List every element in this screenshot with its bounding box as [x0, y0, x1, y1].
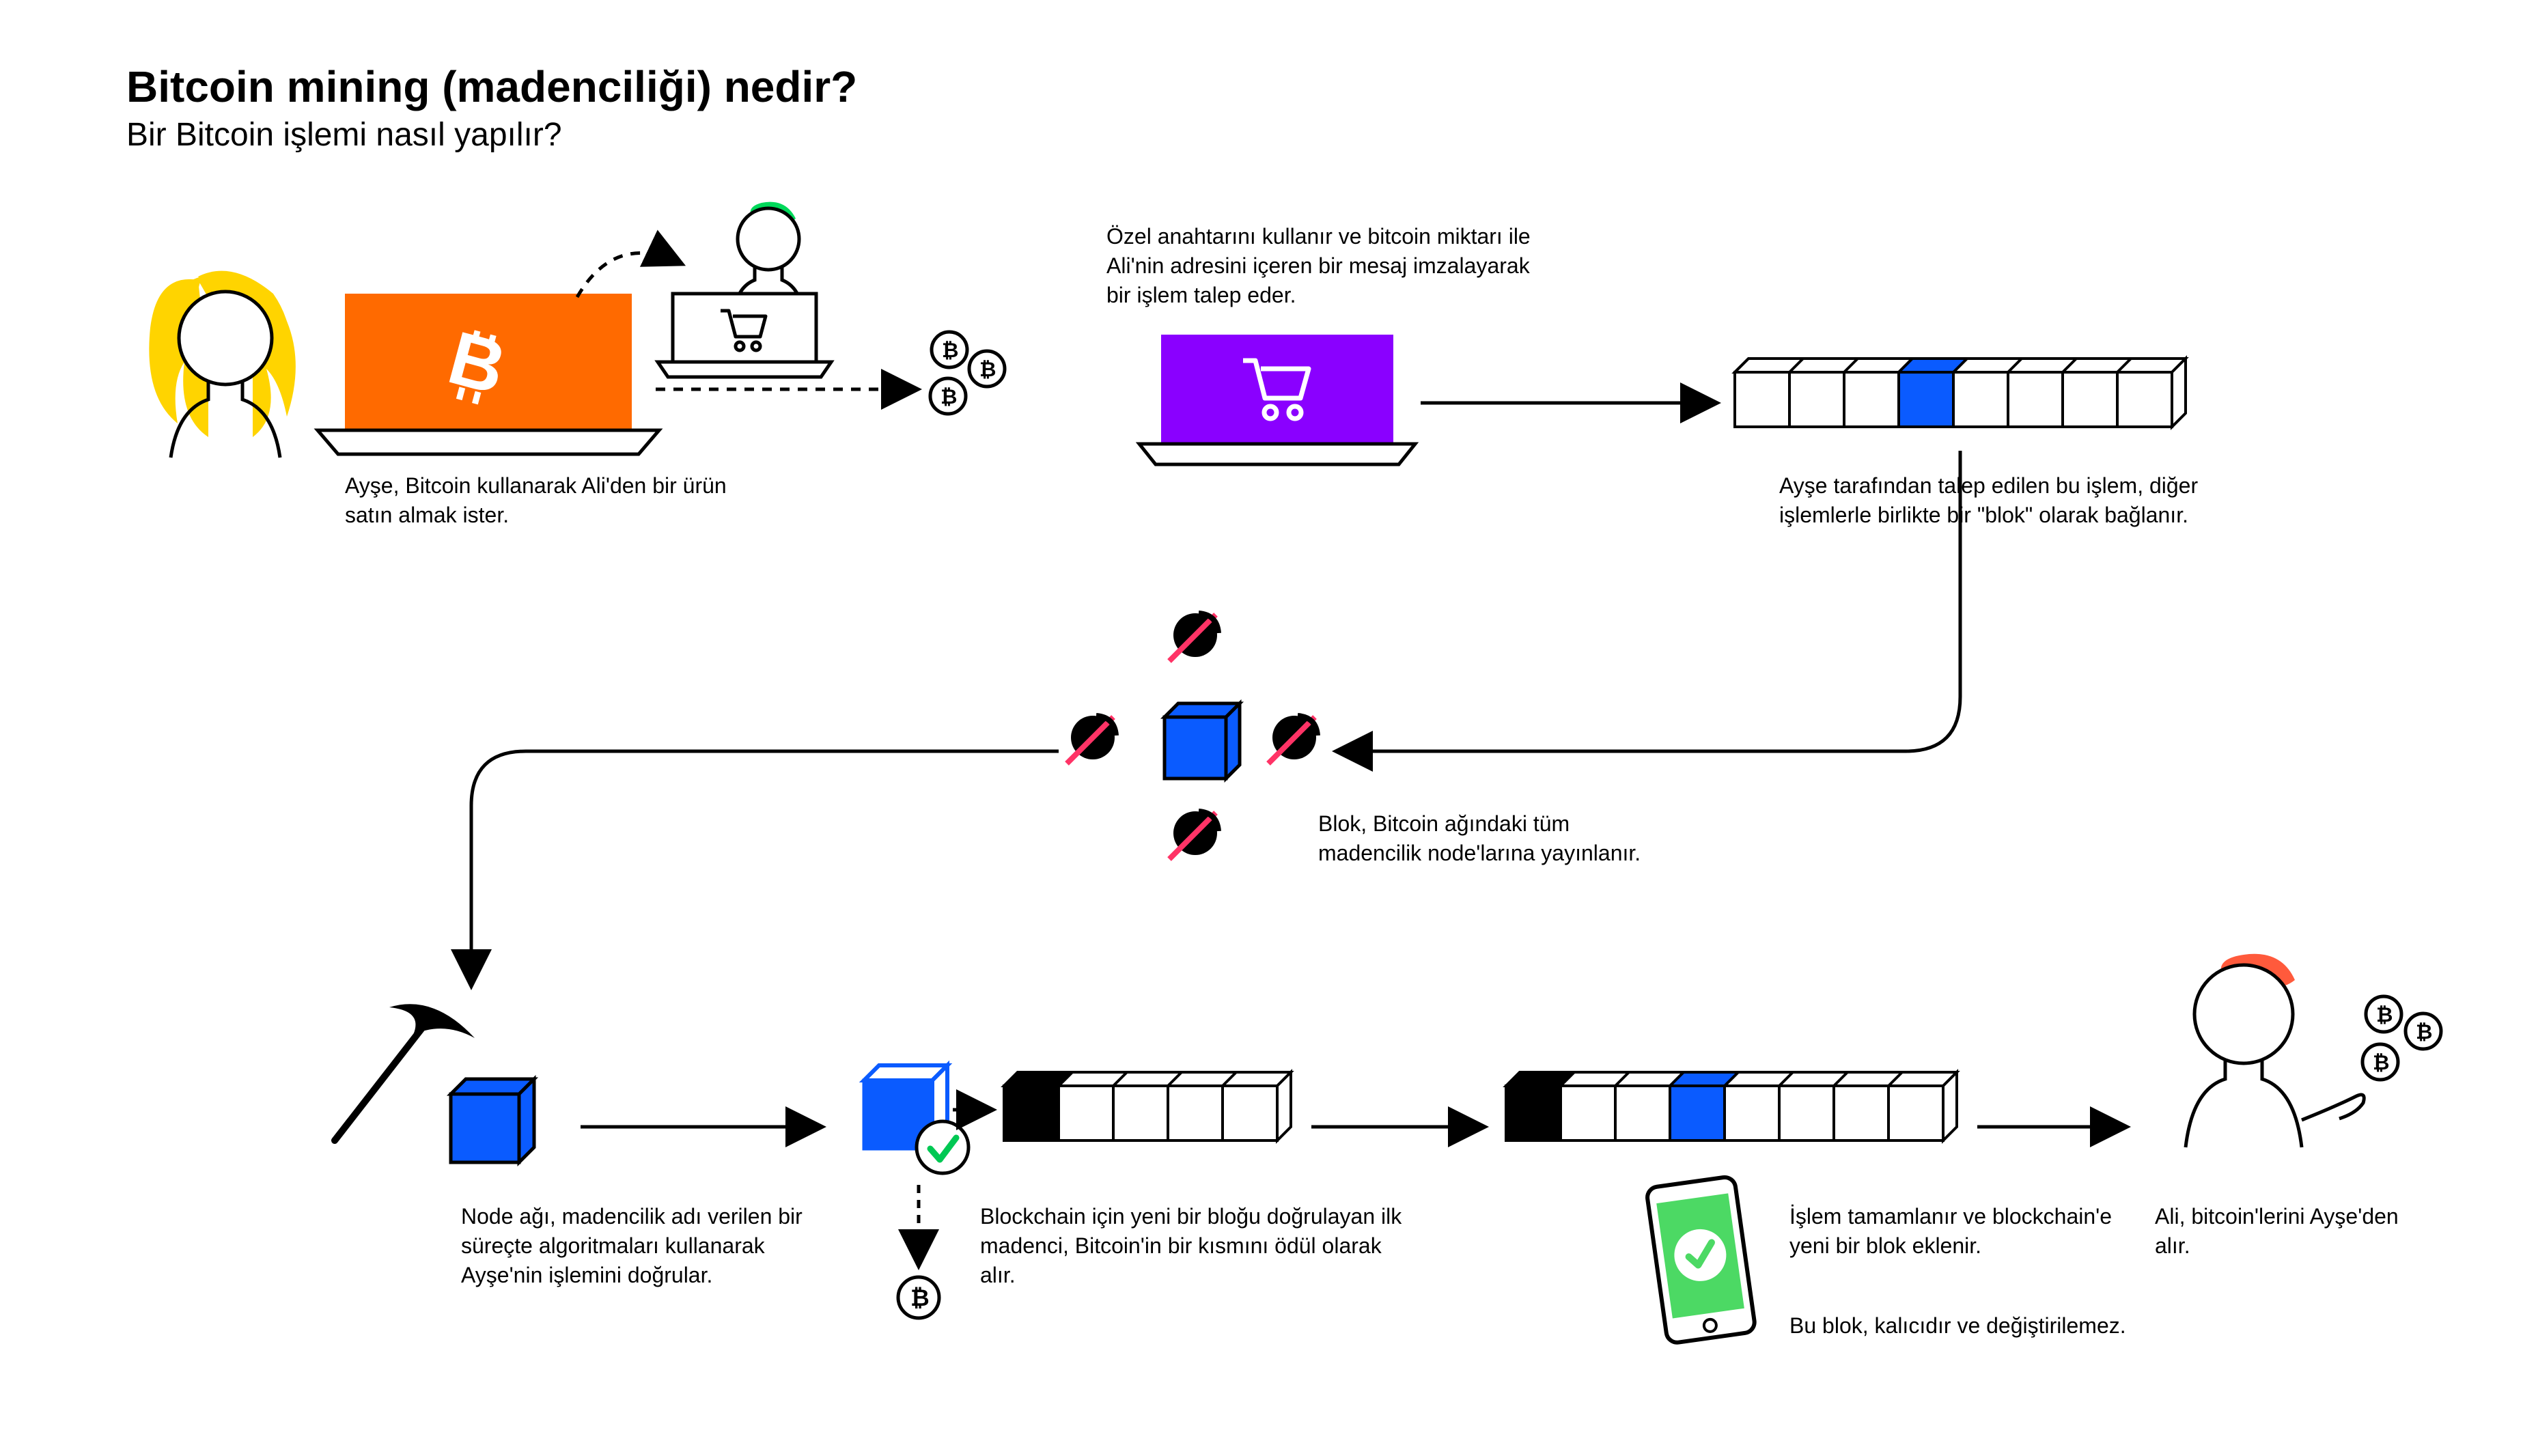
- arrow-step3-long: [1339, 451, 1960, 751]
- ali-big-icon: [2186, 954, 2364, 1147]
- check-circle-icon: [917, 1121, 968, 1173]
- miner-cluster-icon: [1067, 613, 1318, 859]
- laptop-orange-icon: B: [318, 294, 659, 454]
- svg-text:₿: ₿: [2376, 1004, 2393, 1026]
- arrow-to-ali-small: [577, 253, 680, 297]
- svg-text:₿: ₿: [940, 386, 957, 408]
- laptop-small-icon: [658, 294, 831, 377]
- arrow-step4-long: [471, 751, 1059, 983]
- bitcoin-cluster-2: ₿ ₿ ₿: [2362, 996, 2441, 1080]
- blue-cube-1-icon: [451, 1079, 534, 1162]
- svg-text:₿: ₿: [942, 339, 958, 362]
- phone-icon: [1646, 1176, 1756, 1344]
- laptop-purple-icon: [1139, 335, 1415, 464]
- svg-text:₿: ₿: [2373, 1052, 2389, 1074]
- artwork-layer: B: [0, 0, 2523, 1456]
- block-strip-3: [1506, 1072, 1957, 1140]
- ayse-icon: [149, 271, 296, 458]
- svg-text:₿: ₿: [2416, 1021, 2432, 1044]
- block-strip-1: [1735, 359, 2186, 427]
- block-strip-2: [1004, 1072, 1291, 1140]
- bitcoin-cluster-1: ₿ ₿ ₿: [930, 332, 1005, 414]
- svg-text:₿: ₿: [979, 359, 996, 381]
- svg-text:₿: ₿: [910, 1285, 930, 1311]
- bitcoin-reward-icon: ₿: [898, 1277, 939, 1318]
- infographic-canvas: Bitcoin mining (madenciliği) nedir? Bir …: [0, 0, 2523, 1456]
